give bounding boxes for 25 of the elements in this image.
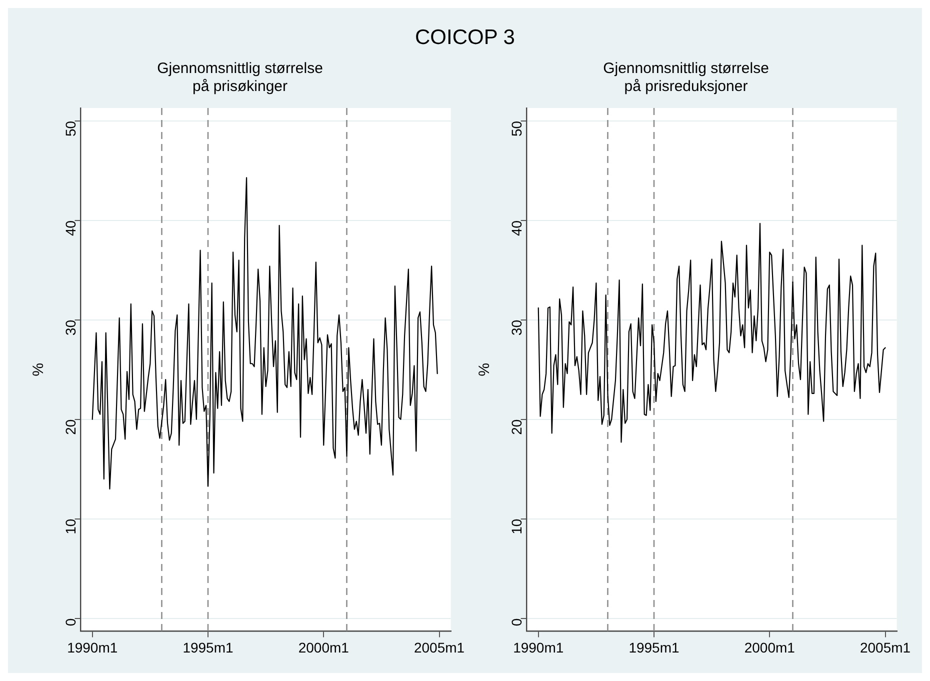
- y-tick-label: 50: [508, 120, 525, 137]
- y-axis-title: %: [30, 362, 48, 376]
- x-tick-label: 2005m1: [414, 639, 465, 656]
- x-tick-label: 2000m1: [744, 639, 796, 656]
- y-tick-label: 10: [62, 518, 79, 534]
- y-tick-label: 50: [62, 120, 79, 137]
- y-tick-label: 30: [508, 320, 525, 336]
- x-tick-label: 2000m1: [298, 639, 350, 656]
- x-tick-label: 1990m1: [67, 639, 118, 656]
- x-tick-label: 1995m1: [628, 639, 680, 656]
- y-tick-label: 40: [62, 220, 79, 236]
- y-tick-label: 40: [508, 220, 525, 236]
- chart-subtitle: Gjennomsnittlig størrelse på prisøkinger: [157, 60, 323, 96]
- y-tick-label: 30: [62, 320, 79, 336]
- x-tick-label: 2005m1: [860, 639, 911, 656]
- y-tick-label: 20: [62, 419, 79, 435]
- y-tick-label: 0: [508, 618, 525, 626]
- x-tick-label: 1995m1: [182, 639, 234, 656]
- y-tick-label: 0: [62, 618, 79, 626]
- chart-subtitle: Gjennomsnittlig størrelse på prisreduksjoner: [603, 60, 769, 96]
- x-tick-label: 1990m1: [513, 639, 564, 656]
- y-tick-label: 10: [508, 518, 525, 534]
- chart-title: COICOP 3: [414, 26, 516, 50]
- y-axis-title: %: [476, 362, 494, 376]
- y-tick-label: 20: [508, 419, 525, 435]
